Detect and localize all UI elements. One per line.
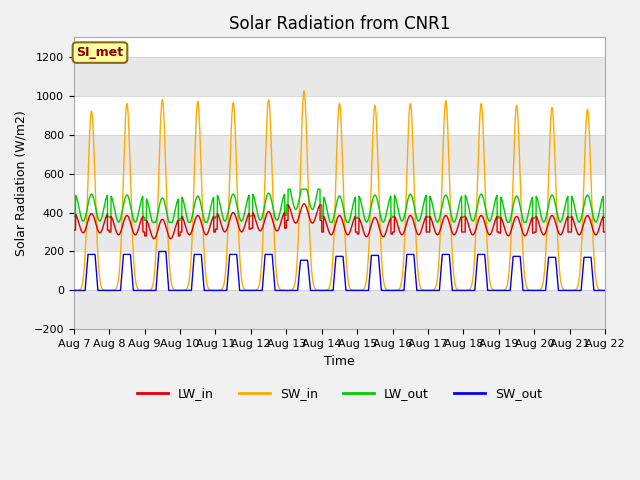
LW_in — [602, 229, 609, 235]
LW_in — [489, 226, 497, 232]
LW_out — [166, 219, 173, 225]
Bar — [74, 252, 605, 290]
LW_in — [601, 229, 609, 235]
Text: SI_met: SI_met — [76, 46, 124, 59]
SW_in — [601, 288, 609, 293]
Title: Solar Radiation from CNR1: Solar Radiation from CNR1 — [228, 15, 450, 33]
Line: SW_out: SW_out — [74, 252, 605, 290]
SW_in — [320, 288, 328, 293]
SW_in — [300, 88, 308, 94]
SW_out — [70, 288, 77, 293]
SW_out — [489, 288, 497, 293]
LW_in — [320, 214, 328, 219]
LW_out — [602, 215, 609, 220]
Bar — [74, 290, 605, 329]
Line: LW_in: LW_in — [74, 204, 605, 239]
LW_out — [148, 219, 156, 225]
Y-axis label: Solar Radiation (W/m2): Solar Radiation (W/m2) — [15, 110, 28, 256]
LW_out — [320, 194, 328, 200]
Bar — [74, 57, 605, 96]
LW_out — [459, 215, 467, 220]
LW_out — [601, 215, 609, 220]
Line: SW_in: SW_in — [74, 91, 605, 290]
LW_in — [70, 227, 77, 233]
SW_in — [602, 288, 609, 293]
LW_out — [429, 205, 437, 211]
LW_out — [70, 214, 77, 219]
LW_in — [300, 201, 308, 207]
SW_out — [166, 288, 173, 293]
LW_in — [429, 222, 437, 228]
Bar — [74, 96, 605, 135]
LW_in — [459, 229, 467, 235]
Legend: LW_in, SW_in, LW_out, SW_out: LW_in, SW_in, LW_out, SW_out — [132, 382, 547, 405]
LW_in — [165, 234, 173, 240]
LW_in — [167, 236, 175, 241]
SW_in — [165, 259, 173, 265]
X-axis label: Time: Time — [324, 355, 355, 368]
LW_out — [284, 186, 292, 192]
LW_out — [489, 209, 497, 215]
SW_in — [70, 288, 77, 293]
SW_out — [601, 288, 609, 293]
Bar — [74, 174, 605, 213]
SW_in — [459, 288, 467, 293]
SW_in — [489, 287, 497, 292]
SW_out — [320, 288, 328, 293]
SW_out — [602, 288, 609, 293]
Bar — [74, 213, 605, 252]
SW_out — [155, 249, 163, 254]
Bar — [74, 135, 605, 174]
Line: LW_out: LW_out — [74, 189, 605, 222]
SW_out — [459, 288, 467, 293]
SW_in — [429, 287, 437, 293]
SW_out — [429, 288, 437, 293]
